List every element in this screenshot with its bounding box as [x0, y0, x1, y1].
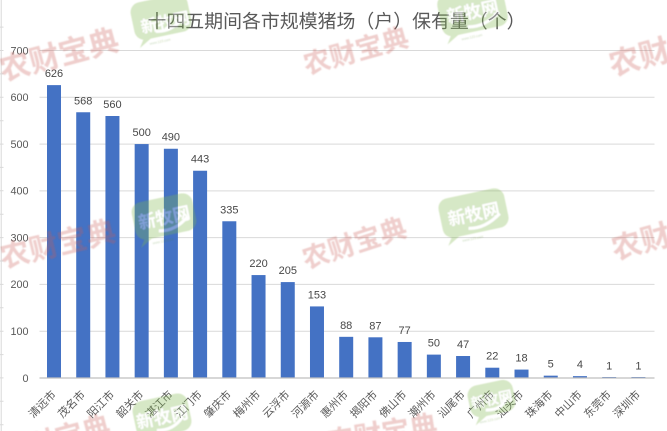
svg-text:500: 500 — [10, 139, 28, 151]
svg-text:568: 568 — [74, 95, 92, 107]
svg-text:205: 205 — [279, 265, 297, 277]
svg-text:153: 153 — [308, 289, 326, 301]
svg-text:22: 22 — [486, 351, 498, 363]
svg-text:626: 626 — [45, 68, 63, 80]
svg-text:www.123.com: www.123.com — [462, 235, 484, 243]
svg-text:1: 1 — [606, 361, 612, 373]
svg-text:5: 5 — [548, 359, 554, 371]
svg-text:220: 220 — [249, 258, 267, 270]
svg-text:www.123.com: www.123.com — [149, 38, 171, 46]
svg-text:www.123.com: www.123.com — [152, 237, 174, 245]
svg-text:0: 0 — [22, 373, 28, 385]
svg-text:1: 1 — [635, 361, 641, 373]
svg-text:335: 335 — [220, 204, 238, 216]
svg-text:47: 47 — [457, 339, 469, 351]
svg-text:400: 400 — [10, 186, 28, 198]
svg-text:200: 200 — [10, 279, 28, 291]
svg-text:600: 600 — [10, 92, 28, 104]
svg-text:50: 50 — [428, 338, 440, 350]
svg-text:18: 18 — [515, 353, 527, 365]
svg-text:4: 4 — [577, 359, 583, 371]
svg-text:500: 500 — [132, 127, 150, 139]
svg-text:560: 560 — [103, 99, 121, 111]
svg-text:87: 87 — [369, 320, 381, 332]
svg-text:100: 100 — [10, 326, 28, 338]
svg-text:490: 490 — [162, 132, 180, 144]
svg-text:www.123.com: www.123.com — [479, 416, 501, 424]
svg-text:88: 88 — [340, 320, 352, 332]
svg-text:77: 77 — [399, 325, 411, 337]
svg-text:www.123.com: www.123.com — [461, 33, 483, 41]
svg-text:443: 443 — [191, 154, 209, 166]
